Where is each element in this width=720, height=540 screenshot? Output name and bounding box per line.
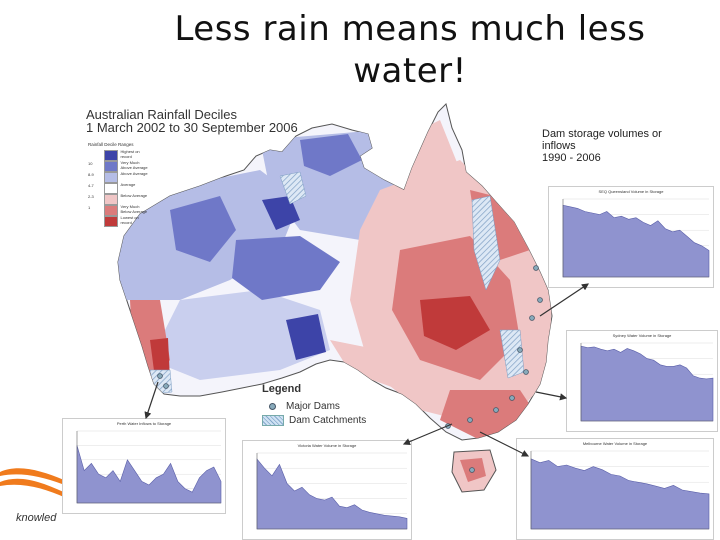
map-legend: Legend Major Dams Dam Catchments <box>262 383 372 427</box>
legend-title: Legend <box>262 383 302 395</box>
chart-plot <box>256 452 408 530</box>
chart-area-series <box>562 204 710 278</box>
chart-sydney: Sydney Water Volume in Storage <box>566 330 718 432</box>
catchment-swatch-icon <box>262 414 284 426</box>
decile-legend-heading: Rainfall Decile Ranges <box>88 142 134 147</box>
chart-title: Melbourne Water Volume in Storage <box>582 441 648 446</box>
chart-plot <box>580 342 714 422</box>
decile-swatch <box>103 194 118 205</box>
chart-melbourne: Melbourne Water Volume in Storage <box>516 438 714 540</box>
decile-label: Average <box>120 182 136 187</box>
map-title-line2: 1 March 2002 to 30 September 2006 <box>86 120 298 135</box>
chart-area-series <box>580 345 714 422</box>
decile-label: Below Average <box>120 193 148 198</box>
chart-title: Perth Water Inflows to Storage <box>116 421 172 426</box>
chart-plot <box>76 430 222 504</box>
chart-plot <box>562 198 710 278</box>
chart-seq: SEQ Queensland Volume in Storage <box>548 186 714 288</box>
decile-swatch <box>103 172 118 183</box>
legend-row-catchments: Dam Catchments <box>262 413 372 427</box>
decile-row: 1 Very Much Below Average <box>88 204 150 216</box>
decile-label: Very Much Above Average <box>120 160 148 170</box>
decile-row: Lowest on record <box>88 215 150 227</box>
decile-row: 2-3 Below Average <box>88 193 150 205</box>
decile-swatch <box>103 161 118 172</box>
legend-major-dams: Major Dams <box>286 400 340 412</box>
chart-area-series <box>256 458 408 530</box>
logo-text: knowled <box>16 512 57 524</box>
decile-row: 10 Very Much Above Average <box>88 160 150 172</box>
decile-label: Very Much Below Average <box>120 204 148 214</box>
chart-axes <box>562 199 709 278</box>
decile-swatch <box>103 216 118 227</box>
legend-dam-catchments: Dam Catchments <box>289 414 367 426</box>
chart-title: Sydney Water Volume in Storage <box>612 333 672 338</box>
dam-title-line2: 1990 - 2006 <box>542 152 601 164</box>
decile-number: 1 <box>88 205 91 210</box>
map-title-line1: Australian Rainfall Deciles <box>86 107 238 122</box>
decile-label: Highest on record <box>120 149 140 159</box>
dam-title-line1: Dam storage volumes or inflows <box>542 128 662 152</box>
decile-regions <box>118 120 552 440</box>
dam-dot-icon <box>269 402 276 410</box>
decile-swatch <box>103 205 118 216</box>
decile-row: Highest on record <box>88 149 150 161</box>
decile-number: 4-7 <box>88 183 94 188</box>
chart-perth: Perth Water Inflows to Storage <box>62 418 226 514</box>
chart-area-series <box>530 458 710 530</box>
slide-title: Less rain means much less water! <box>174 9 646 91</box>
logo-swoosh-icon <box>0 468 68 498</box>
decile-number: 2-3 <box>88 194 94 199</box>
chart-axes <box>580 343 713 422</box>
decile-row: 4-7 Average <box>88 182 150 194</box>
chart-axes <box>256 453 407 530</box>
chart-title: Victoria Water Volume in Storage <box>297 443 357 448</box>
dam-panel-title: Dam storage volumes or inflows 1990 - 20… <box>542 128 682 164</box>
chart-area-series <box>76 445 222 504</box>
chart-victoria: Victoria Water Volume in Storage <box>242 440 412 540</box>
chart-plot <box>530 450 710 530</box>
decile-label: Lowest on record <box>120 215 139 225</box>
chart-axes <box>530 451 709 530</box>
decile-swatch <box>103 150 118 161</box>
legend-row-dams: Major Dams <box>262 399 372 413</box>
decile-row: 8-9 Above Average <box>88 171 150 183</box>
decile-swatch <box>103 183 118 194</box>
chart-title: SEQ Queensland Volume in Storage <box>598 189 664 194</box>
decile-legend: Rainfall Decile Ranges Highest on record… <box>88 142 150 227</box>
map-title: Australian Rainfall Deciles 1 March 2002… <box>86 108 298 134</box>
decile-number: 8-9 <box>88 172 94 177</box>
decile-label: Above Average <box>120 171 148 176</box>
decile-number: 10 <box>88 161 93 166</box>
chart-axes <box>76 431 221 504</box>
